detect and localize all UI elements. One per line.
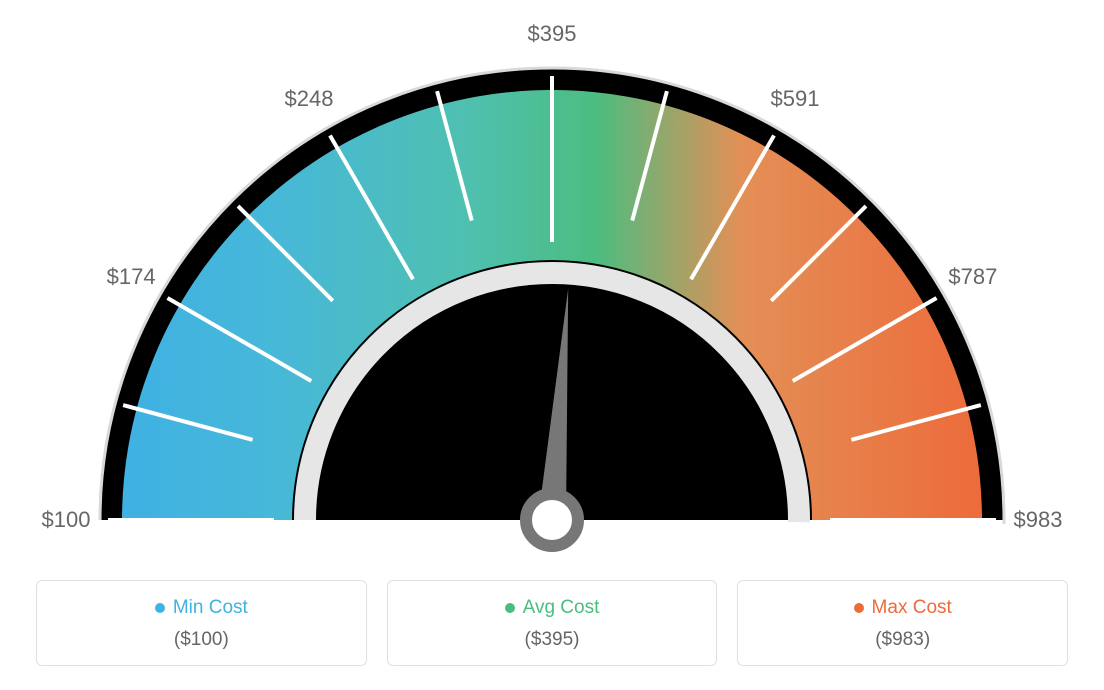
gauge-tick-label: $248: [285, 86, 334, 111]
gauge-chart: $100 $174 $248 $395 $591 $787 $983: [0, 0, 1104, 570]
gauge-tick-label: $100: [42, 507, 91, 532]
dot-min: [155, 603, 165, 613]
dot-avg: [505, 603, 515, 613]
legend-card-max: Max Cost ($983): [737, 580, 1068, 666]
legend-value-max: ($983): [748, 629, 1057, 651]
legend-card-avg: Avg Cost ($395): [387, 580, 718, 666]
legend-value-min: ($100): [47, 629, 356, 651]
gauge-tick-label: $983: [1014, 507, 1063, 532]
legend-card-min: Min Cost ($100): [36, 580, 367, 666]
legend-label-avg: Avg Cost: [523, 597, 600, 619]
legend-value-avg: ($395): [398, 629, 707, 651]
legend-label-min: Min Cost: [173, 597, 248, 619]
gauge-tick-label: $174: [107, 264, 156, 289]
legend-row: Min Cost ($100) Avg Cost ($395) Max Cost…: [0, 580, 1104, 666]
gauge-tick-label: $787: [948, 264, 997, 289]
gauge-tick-label: $591: [771, 86, 820, 111]
dot-max: [854, 603, 864, 613]
legend-label-max: Max Cost: [872, 597, 952, 619]
gauge-tick-label: $395: [528, 21, 577, 46]
